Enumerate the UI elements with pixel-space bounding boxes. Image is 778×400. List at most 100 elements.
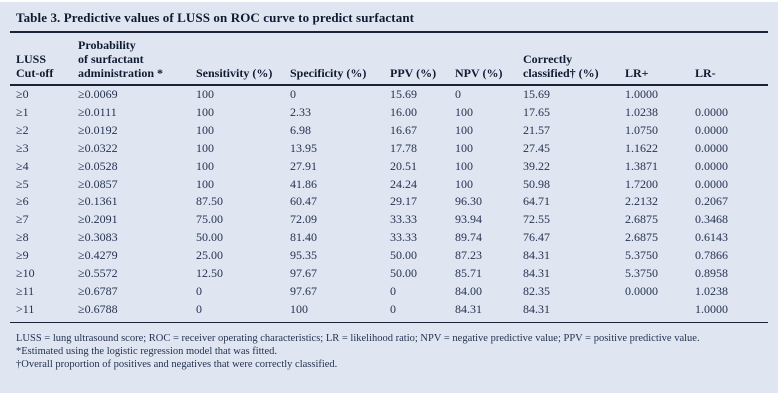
cell-ppv: 0 <box>390 300 455 323</box>
table-row: ≥8 ≥0.3083 50.00 81.40 33.33 89.74 76.47… <box>10 229 768 247</box>
cell-probability: ≥0.0192 <box>78 122 118 137</box>
footnote-asterisk: *Estimated using the logistic regression… <box>16 345 277 357</box>
cell-sensitivity: 100 <box>196 140 214 155</box>
cell-lr-minus: 1.0238 <box>695 283 728 298</box>
cell-lr-plus: 2.2132 <box>625 194 658 209</box>
cell-luss-cutoff: ≥1 <box>16 104 29 119</box>
cell-specificity: 41.86 <box>290 176 317 191</box>
cell-lr-minus: 0.3468 <box>695 212 728 227</box>
footnotes-block: LUSS = lung ultrasound score; ROC = rece… <box>10 323 768 371</box>
cell-npv: 100 <box>455 140 473 155</box>
cell-lr-plus <box>625 300 695 323</box>
table-row: ≥7 ≥0.2091 75.00 72.09 33.33 93.94 72.55… <box>10 211 768 229</box>
cell-ppv: 33.33 <box>390 212 417 227</box>
cell-specificity: 6.98 <box>290 122 311 137</box>
cell-probability: ≥0.0322 <box>78 140 118 155</box>
column-header-ppv: PPV (%) <box>390 33 455 86</box>
cell-lr-plus: 2.6875 <box>625 212 658 227</box>
cell-correctly-classified: 84.31 <box>523 300 625 323</box>
cell-specificity: 2.33 <box>290 104 311 119</box>
cell-sensitivity: 100 <box>196 158 214 173</box>
table-header-row: LUSS Cut-off Probability of surfactant a… <box>10 33 768 86</box>
cell-luss-cutoff: >11 <box>10 300 78 323</box>
cell-lr-plus: 2.6875 <box>625 230 658 245</box>
column-header-lr-plus: LR+ <box>625 33 695 86</box>
cell-luss-cutoff: ≥3 <box>16 140 29 155</box>
table-row: ≥1 ≥0.0111 100 2.33 16.00 100 17.65 1.02… <box>10 104 768 122</box>
cell-specificity: 72.09 <box>290 212 317 227</box>
cell-correctly-classified: 84.31 <box>523 266 550 281</box>
table-panel: Table 3. Predictive values of LUSS on RO… <box>0 2 778 393</box>
table-row: ≥11 ≥0.6787 0 97.67 0 84.00 82.35 0.0000… <box>10 283 768 301</box>
cell-sensitivity: 100 <box>196 87 214 101</box>
cell-correctly-classified: 76.47 <box>523 230 550 245</box>
cell-sensitivity: 100 <box>196 122 214 137</box>
cell-ppv: 29.17 <box>390 194 417 209</box>
cell-lr-plus: 1.7200 <box>625 176 658 191</box>
cell-correctly-classified: 17.65 <box>523 104 550 119</box>
column-header-npv: NPV (%) <box>455 33 523 86</box>
cell-lr-plus: 1.0750 <box>625 122 658 137</box>
cell-probability: ≥0.6787 <box>78 283 118 298</box>
column-header-sensitivity: Sensitivity (%) <box>196 33 290 86</box>
cell-luss-cutoff: ≥0 <box>16 87 29 101</box>
table-body: ≥0 ≥0.0069 100 0 15.69 0 15.69 1.0000 <box>10 85 768 323</box>
cell-specificity: 13.95 <box>290 140 317 155</box>
cell-lr-plus: 5.3750 <box>625 266 658 281</box>
cell-ppv: 24.24 <box>390 176 417 191</box>
cell-luss-cutoff: ≥9 <box>16 248 29 263</box>
cell-ppv: 17.78 <box>390 140 417 155</box>
cell-lr-minus: 0.0000 <box>695 140 728 155</box>
cell-luss-cutoff: ≥2 <box>16 122 29 137</box>
cell-sensitivity: 0 <box>196 283 202 298</box>
table-row: ≥5 ≥0.0857 100 41.86 24.24 100 50.98 1.7… <box>10 176 768 194</box>
cell-specificity: 0 <box>290 87 296 101</box>
predictive-values-table: LUSS Cut-off Probability of surfactant a… <box>10 33 768 323</box>
table-title: Table 3. Predictive values of LUSS on RO… <box>10 2 768 33</box>
cell-ppv: 33.33 <box>390 230 417 245</box>
cell-lr-plus: 1.1622 <box>625 140 658 155</box>
cell-npv: 100 <box>455 122 473 137</box>
cell-probability: ≥0.0857 <box>78 176 118 191</box>
cell-lr-minus <box>695 85 768 104</box>
cell-probability: ≥0.1361 <box>78 194 118 209</box>
cell-lr-plus: 5.3750 <box>625 248 658 263</box>
cell-sensitivity: 100 <box>196 104 214 119</box>
cell-specificity: 27.91 <box>290 158 317 173</box>
table-row: ≥10 ≥0.5572 12.50 97.67 50.00 85.71 84.3… <box>10 265 768 283</box>
cell-probability: ≥0.6788 <box>78 300 196 323</box>
cell-luss-cutoff: ≥11 <box>16 283 35 298</box>
cell-correctly-classified: 21.57 <box>523 122 550 137</box>
cell-sensitivity: 75.00 <box>196 212 223 227</box>
cell-correctly-classified: 82.35 <box>523 283 550 298</box>
cell-specificity: 97.67 <box>290 283 317 298</box>
cell-probability: ≥0.5572 <box>78 266 118 281</box>
cell-luss-cutoff: ≥4 <box>16 158 29 173</box>
cell-sensitivity: 25.00 <box>196 248 223 263</box>
cell-npv: 84.31 <box>455 300 523 323</box>
cell-correctly-classified: 84.31 <box>523 248 550 263</box>
cell-probability: ≥0.0528 <box>78 158 118 173</box>
footnote-abbreviations: LUSS = lung ultrasound score; ROC = rece… <box>16 332 700 344</box>
cell-correctly-classified: 64.71 <box>523 194 550 209</box>
table-row: ≥2 ≥0.0192 100 6.98 16.67 100 21.57 1.07… <box>10 122 768 140</box>
cell-probability: ≥0.3083 <box>78 230 118 245</box>
cell-ppv: 16.00 <box>390 104 417 119</box>
cell-sensitivity: 100 <box>196 176 214 191</box>
cell-lr-plus: 0.0000 <box>625 283 658 298</box>
cell-lr-minus: 0.6143 <box>695 230 728 245</box>
cell-probability: ≥0.2091 <box>78 212 118 227</box>
column-header-correctly-classified: Correctly classified† (%) <box>523 33 625 86</box>
cell-lr-minus: 1.0000 <box>695 300 768 323</box>
column-header-specificity: Specificity (%) <box>290 33 390 86</box>
table-content-area: Table 3. Predictive values of LUSS on RO… <box>10 2 768 371</box>
table-row: >11 ≥0.6788 0 100 0 84.31 84.31 1.0000 <box>10 300 768 323</box>
cell-npv: 100 <box>455 158 473 173</box>
cell-ppv: 0 <box>390 283 396 298</box>
cell-correctly-classified: 15.69 <box>523 87 550 101</box>
cell-ppv: 15.69 <box>390 87 417 101</box>
column-header-luss-cutoff: LUSS Cut-off <box>10 33 78 86</box>
cell-npv: 84.00 <box>455 283 482 298</box>
cell-specificity: 81.40 <box>290 230 317 245</box>
